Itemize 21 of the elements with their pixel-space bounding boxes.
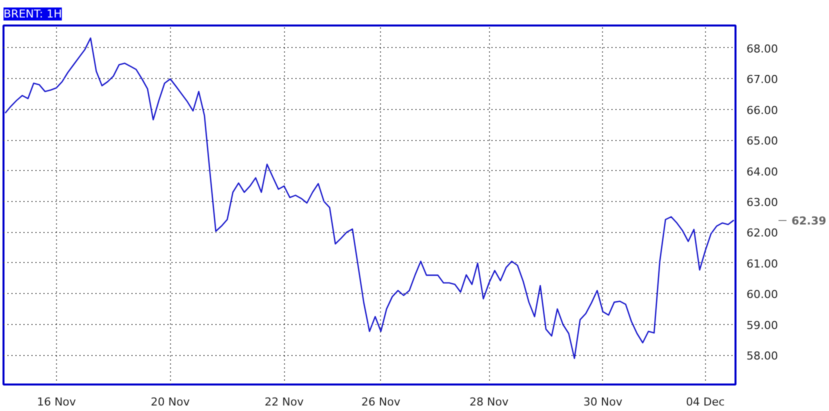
line-series (4, 37, 734, 360)
y-tick-label: 66.00 (746, 104, 778, 117)
chart-title: BRENT: 1H (4, 8, 62, 20)
x-tick-label: 28 Nov (470, 396, 510, 408)
x-tick-label: 22 Nov (264, 396, 304, 408)
x-tick-label: 20 Nov (150, 396, 190, 408)
y-tick-label: 68.00 (746, 42, 778, 56)
x-tick-label: 26 Nov (361, 396, 401, 408)
x-tick-label: 16 Nov (36, 396, 76, 408)
y-tick-label: 64.00 (746, 165, 778, 178)
y-tick-label: 63.00 (746, 196, 778, 209)
x-tick-label: 04 Dec (686, 396, 725, 408)
y-tick-label: 65.00 (746, 134, 778, 148)
x-tick-label: 30 Nov (583, 396, 623, 408)
y-tick-label: 67.00 (746, 73, 778, 86)
y-tick-label: 60.00 (746, 288, 778, 302)
y-tick-label: 58.00 (746, 350, 778, 363)
y-tick-label: 59.00 (746, 318, 778, 332)
text: 62.39 (792, 214, 826, 228)
y-tick-label: 61.00 (746, 257, 778, 270)
y-tick-label: 62.00 (746, 226, 778, 240)
